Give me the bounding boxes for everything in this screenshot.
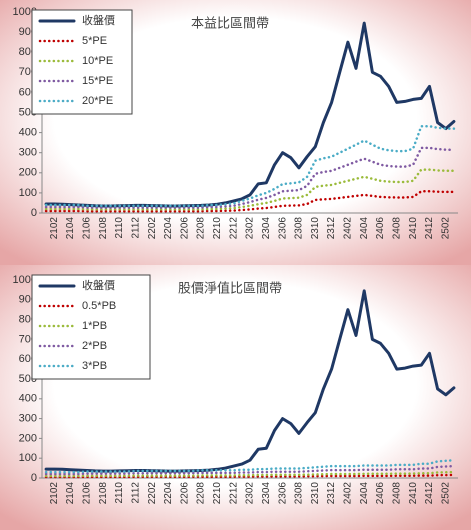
y-tick-label: 100 (19, 187, 37, 199)
x-tick-label: 2312 (326, 217, 337, 240)
x-tick-label: 2502 (440, 482, 451, 505)
y-tick-label: 1000 (13, 274, 37, 286)
x-tick-label: 2308 (294, 482, 305, 505)
y-tick-label: 0 (31, 207, 37, 219)
series-line (44, 168, 456, 211)
x-tick-label: 2106 (82, 482, 93, 505)
y-tick-label: 300 (19, 413, 37, 425)
x-tick-label: 2112 (130, 217, 141, 239)
x-tick-label: 2202 (147, 217, 158, 240)
y-tick-label: 200 (19, 432, 37, 444)
x-tick-label: 2310 (310, 217, 321, 240)
x-tick-label: 2410 (408, 482, 419, 505)
x-tick-label: 2306 (277, 217, 288, 240)
x-tick-label: 2306 (277, 482, 288, 505)
legend-label: 2*PB (82, 340, 107, 352)
x-tick-label: 2406 (375, 482, 386, 505)
x-tick-label: 2412 (424, 217, 435, 240)
y-tick-label: 100 (19, 452, 37, 464)
x-tick-label: 2404 (359, 217, 370, 240)
x-tick-label: 2110 (114, 217, 125, 239)
legend-label: 15*PE (82, 75, 113, 87)
x-tick-label: 2406 (375, 217, 386, 240)
y-tick-label: 400 (19, 393, 37, 405)
chart-title: 股價淨值比區間帶 (178, 280, 282, 295)
x-tick-label: 2108 (98, 217, 109, 240)
series-line (44, 473, 456, 479)
x-tick-label: 2312 (326, 482, 337, 505)
x-tick-label: 2204 (163, 217, 174, 240)
legend-label: 3*PB (82, 360, 107, 372)
x-tick-label: 2310 (310, 482, 321, 505)
x-tick-label: 2402 (343, 482, 354, 505)
y-tick-label: 200 (19, 167, 37, 179)
legend-label: 20*PE (82, 95, 113, 107)
x-tick-label: 2212 (228, 217, 239, 240)
x-tick-label: 2204 (163, 482, 174, 505)
x-tick-label: 2210 (212, 482, 223, 505)
legend-label: 5*PE (82, 35, 107, 47)
x-tick-label: 2112 (130, 482, 141, 504)
x-tick-label: 2110 (114, 482, 125, 504)
x-tick-label: 2412 (424, 482, 435, 505)
y-tick-label: 300 (19, 147, 37, 159)
series-line (44, 470, 456, 478)
x-tick-label: 2304 (261, 217, 272, 240)
series-line (44, 464, 456, 476)
x-tick-label: 2208 (196, 217, 207, 240)
x-tick-label: 2104 (65, 217, 76, 240)
x-tick-label: 2304 (261, 482, 272, 505)
legend-label: 收盤價 (82, 13, 115, 27)
series-line (44, 190, 456, 213)
series-line (44, 146, 456, 209)
legend-label: 10*PE (82, 55, 113, 67)
x-tick-label: 2102 (49, 217, 60, 240)
legend-label: 1*PB (82, 320, 107, 332)
x-tick-label: 2212 (228, 482, 239, 505)
legend-label: 收盤價 (82, 278, 115, 292)
y-tick-label: 0 (31, 472, 37, 484)
x-tick-label: 2502 (440, 217, 451, 240)
x-tick-label: 2210 (212, 217, 223, 240)
chart-title: 本益比區間帶 (191, 15, 269, 30)
x-tick-label: 2208 (196, 482, 207, 505)
y-tick-label: 1000 (13, 6, 37, 18)
legend-box (31, 274, 151, 380)
x-tick-label: 2302 (245, 217, 256, 240)
y-tick-label: 400 (19, 127, 37, 139)
x-tick-label: 2404 (359, 482, 370, 505)
x-tick-label: 2102 (49, 482, 60, 505)
x-tick-label: 2108 (98, 482, 109, 505)
x-tick-label: 2410 (408, 217, 419, 240)
x-tick-label: 2408 (391, 217, 402, 240)
x-tick-label: 2104 (65, 482, 76, 505)
x-tick-label: 2202 (147, 482, 158, 505)
legend-label: 0.5*PB (82, 300, 116, 312)
x-tick-label: 2402 (343, 217, 354, 240)
x-tick-label: 2302 (245, 482, 256, 505)
x-tick-label: 2408 (391, 482, 402, 505)
x-tick-label: 2106 (82, 217, 93, 240)
series-line (44, 458, 456, 474)
x-tick-label: 2206 (179, 482, 190, 505)
x-tick-label: 2308 (294, 217, 305, 240)
x-tick-label: 2206 (179, 217, 190, 240)
series-line (44, 124, 456, 208)
